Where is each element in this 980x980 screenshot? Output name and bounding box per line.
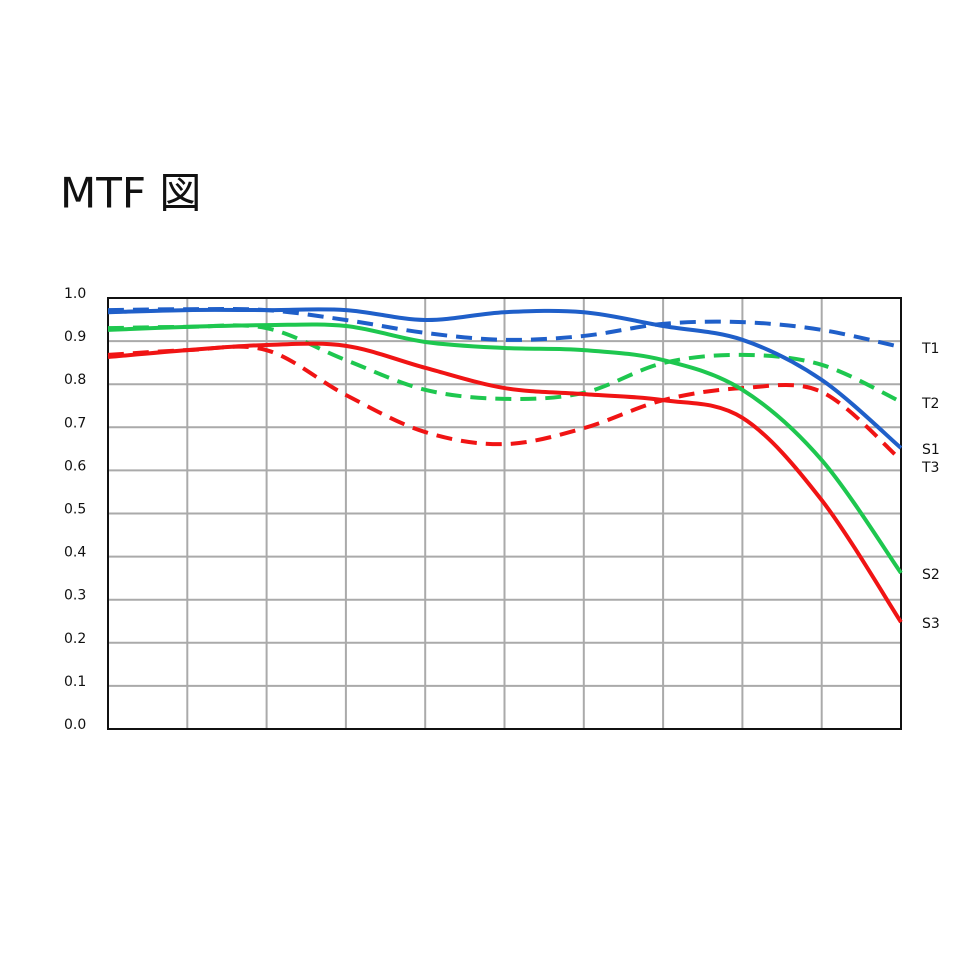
legend-label: T2: [921, 396, 939, 412]
y-tick-label: 0.8: [64, 372, 86, 388]
y-tick-label: 0.3: [64, 588, 86, 604]
legend-label: S1: [922, 442, 940, 458]
y-tick-label: 0.9: [64, 329, 86, 345]
y-tick-label: 0.0: [64, 717, 86, 733]
y-tick-label: 0.6: [64, 458, 86, 474]
legend-label: S3: [922, 616, 940, 632]
legend-label: S2: [922, 567, 940, 583]
y-tick-label: 1.0: [64, 286, 86, 302]
y-tick-label: 0.7: [64, 415, 86, 431]
series-line: [107, 307, 903, 450]
series-line: [107, 323, 902, 404]
y-tick-label: 0.1: [64, 674, 86, 690]
chart-title: MTF 図: [60, 169, 201, 218]
plot-frame: [107, 297, 902, 730]
series-line: [107, 341, 903, 624]
legend-label: T1: [921, 341, 939, 357]
legend-label: T3: [921, 460, 939, 476]
y-tick-label: 0.4: [64, 545, 86, 561]
y-tick-label: 0.5: [64, 502, 86, 518]
series-line: [107, 322, 903, 575]
y-tick-label: 0.2: [64, 631, 86, 647]
